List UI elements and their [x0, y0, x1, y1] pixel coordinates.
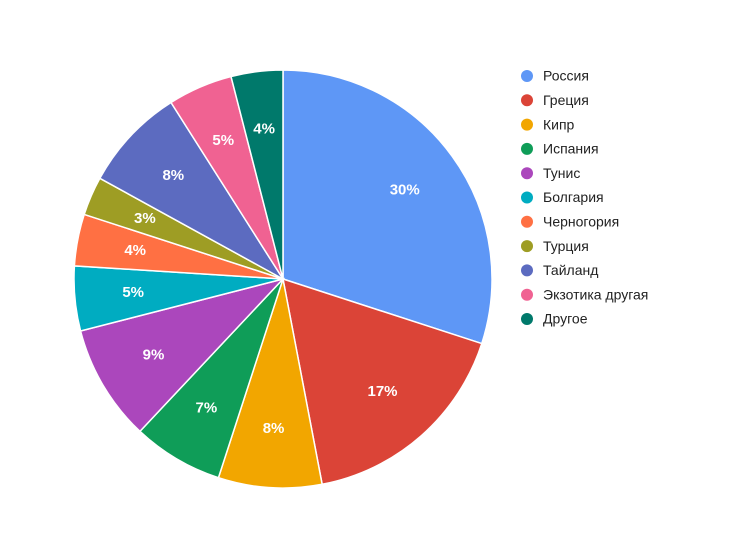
- slice-label: 8%: [162, 167, 184, 184]
- legend-label: Испания: [543, 141, 599, 157]
- legend-label: Кипр: [543, 116, 575, 132]
- legend-label: Греция: [543, 92, 589, 108]
- legend-marker: [521, 288, 533, 301]
- pie-slice: [230, 69, 284, 280]
- legend-label: Черногория: [543, 214, 619, 230]
- pie-slice: [282, 69, 493, 345]
- slice-label: 8%: [263, 420, 285, 437]
- slice-label: 7%: [196, 399, 218, 416]
- slice-label: 30%: [390, 182, 420, 199]
- slice-label: 4%: [253, 121, 275, 138]
- legend-marker: [521, 70, 533, 82]
- slice-label: 5%: [122, 284, 144, 301]
- legend-marker: [521, 167, 533, 180]
- pie-slice: [79, 277, 286, 433]
- legend-label: Экзотика другая: [543, 286, 648, 302]
- slice-label: 9%: [143, 347, 165, 364]
- legend-marker: [521, 118, 533, 131]
- legend-label: Другое: [543, 311, 588, 327]
- legend-marker: [521, 240, 533, 253]
- legend-label: Турция: [543, 238, 589, 254]
- legend-marker: [521, 94, 533, 107]
- pie-slice: [282, 277, 483, 486]
- legend-label: Болгария: [543, 189, 604, 205]
- pie-slice: [217, 278, 324, 489]
- legend-marker: [521, 264, 533, 277]
- legend-label: Тунис: [543, 165, 580, 181]
- legend-marker: [521, 313, 533, 325]
- slice-label: 5%: [212, 132, 234, 149]
- legend-marker: [521, 215, 533, 228]
- legend-marker: [521, 142, 533, 155]
- legend-marker: [521, 191, 533, 204]
- slice-label: 3%: [134, 210, 156, 227]
- legend-label: Россия: [543, 68, 589, 84]
- legend-label: Тайланд: [543, 262, 598, 278]
- slice-label: 17%: [367, 383, 397, 400]
- slice-label: 4%: [124, 242, 146, 259]
- pie-slice: [98, 101, 284, 280]
